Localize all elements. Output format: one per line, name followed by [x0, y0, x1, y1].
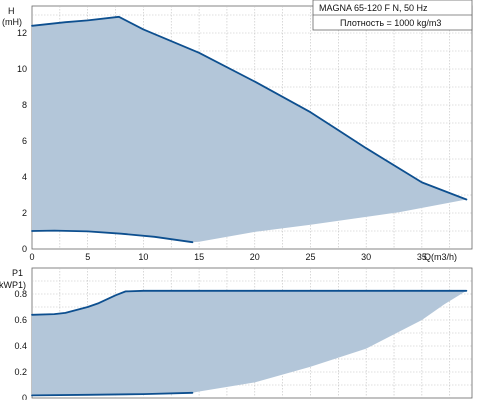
power-panel: 0 0.2 0.4 0.6 0.8 P1 (kWP1): [0, 267, 473, 400]
head-x-tick-labels: 0 5 10 15 20 25 30 35: [29, 252, 426, 262]
legend-box: MAGNA 65-120 F N, 50 Hz Плотность = 1000…: [312, 0, 473, 31]
head-y-tick-label: 0: [22, 244, 27, 254]
power-y-axis-label-unit: (kW: [0, 280, 12, 290]
head-x-tick-label: 35: [417, 252, 427, 262]
head-x-axis-label: Q(m3/h): [424, 252, 457, 262]
power-max-curve: [31, 289, 468, 316]
head-y-tick-label: 8: [22, 100, 27, 110]
power-y-axis-label-line1: P1: [12, 268, 23, 278]
power-y-tick-label: 0: [22, 393, 27, 400]
head-y-axis-label-line2: (mH): [2, 17, 22, 27]
head-x-tick-label: 20: [250, 252, 260, 262]
head-max-curve: [31, 15, 468, 201]
head-operating-region: [32, 16, 467, 243]
head-x-tick-label: 30: [361, 252, 371, 262]
power-y-axis-label-suffix: P1): [12, 280, 26, 290]
power-y-tick-labels: 0 0.2 0.4 0.6 0.8: [14, 289, 27, 400]
legend-model: MAGNA 65-120 F N, 50 Hz: [319, 3, 428, 13]
power-y-tick-label: 0.4: [14, 341, 27, 351]
head-y-tick-label: 2: [22, 208, 27, 218]
legend-density: Плотность = 1000 kg/m3: [340, 18, 441, 28]
power-y-tick-label: 0.6: [14, 315, 27, 325]
head-x-tick-label: 15: [194, 252, 204, 262]
head-x-tick-label: 5: [85, 252, 90, 262]
head-x-tick-label: 0: [29, 252, 34, 262]
power-y-axis-label-line2: (kWP1): [0, 280, 26, 290]
head-x-tick-label: 10: [138, 252, 148, 262]
head-y-tick-label: 6: [22, 136, 27, 146]
head-y-tick-label: 12: [17, 28, 27, 38]
power-operating-region: [32, 290, 467, 396]
power-y-tick-label: 0.2: [14, 367, 27, 377]
power-y-tick-label: 0.8: [14, 289, 27, 299]
head-min-curve: [31, 229, 194, 244]
head-y-tick-labels: 0 2 4 6 8 10 12: [17, 28, 27, 254]
head-y-axis-label-line1: H: [8, 6, 15, 16]
head-y-tick-label: 10: [17, 64, 27, 74]
head-x-tick-label: 25: [305, 252, 315, 262]
power-min-curve: [31, 391, 194, 397]
head-y-tick-label: 4: [22, 172, 27, 182]
